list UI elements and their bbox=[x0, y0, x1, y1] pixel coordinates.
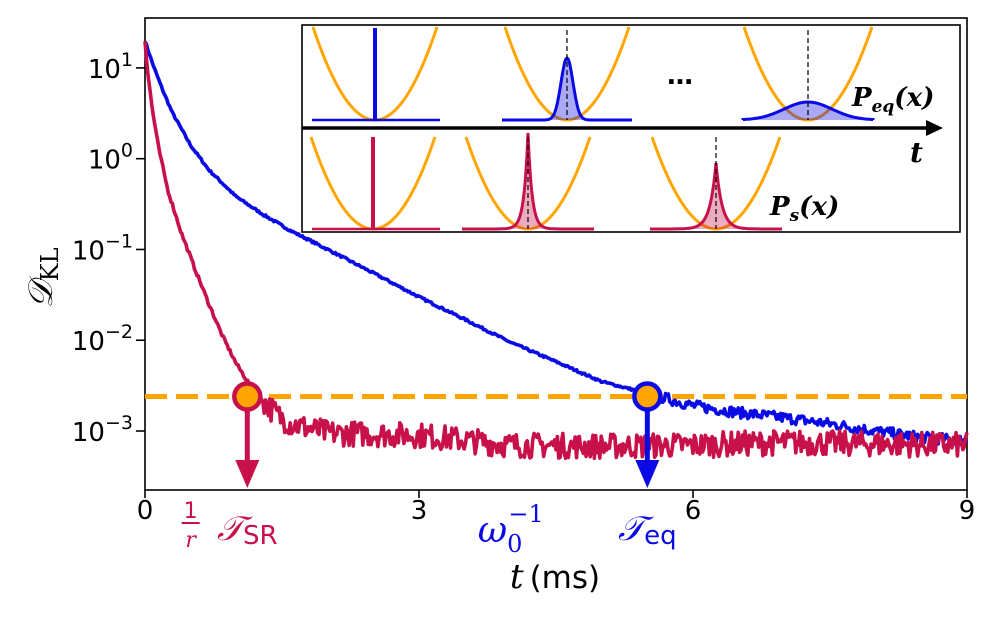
y-axis-label: 𝒟KL bbox=[21, 247, 64, 308]
inset-bottom-label-sub: s bbox=[789, 206, 800, 226]
inset-bottom-label: Ps(x) bbox=[769, 192, 839, 226]
y-tick-exponent: 0 bbox=[121, 140, 133, 162]
marker-point-equilibrium bbox=[632, 381, 663, 412]
y-axis-label-sub: KL bbox=[36, 247, 64, 281]
x-tick-label: 6 bbox=[685, 496, 702, 526]
y-tick-label: 100 bbox=[88, 140, 133, 176]
y-tick-exponent: −2 bbox=[105, 321, 133, 343]
marker-arrowhead-reset bbox=[235, 460, 260, 488]
x-axis-label-var: t bbox=[510, 557, 524, 597]
marker-arrowhead-equilibrium bbox=[635, 460, 660, 488]
series-line-equilibrium bbox=[143, 40, 969, 447]
inset-panel: t … Peq(x) Ps(x) bbox=[301, 24, 961, 233]
inset-top-label-main: P bbox=[851, 83, 873, 113]
y-tick-base: 10 bbox=[72, 236, 105, 266]
y-tick-label: 10−2 bbox=[72, 321, 133, 357]
inset-bottom-label-arg: (x) bbox=[799, 192, 839, 222]
inset-top-label-sub: eq bbox=[872, 97, 895, 117]
marker-label-reset: 𝒯SR bbox=[217, 509, 278, 551]
y-tick-label: 101 bbox=[88, 49, 133, 85]
y-tick-base: 10 bbox=[72, 327, 105, 357]
annot-inverse-rate-denominator: r bbox=[185, 528, 197, 553]
marker-point-reset bbox=[232, 381, 263, 412]
inset-top-label-arg: (x) bbox=[894, 83, 934, 113]
marker-label-sub: SR bbox=[243, 521, 278, 551]
inset-time-arrowhead bbox=[926, 120, 943, 136]
inset-bottom-label-main: P bbox=[769, 192, 791, 222]
y-tick-base: 10 bbox=[88, 146, 121, 176]
inset-ellipsis: … bbox=[667, 61, 693, 91]
y-tick-exponent: −1 bbox=[105, 230, 133, 252]
inset-top-label: Peq(x) bbox=[851, 83, 934, 117]
marker-label-sub: eq bbox=[644, 521, 677, 551]
x-axis-label: t (ms) bbox=[510, 557, 600, 597]
annot-omega-sub: 0 bbox=[507, 530, 522, 558]
annot-inverse-rate-numerator: 1 bbox=[184, 499, 198, 524]
y-tick-label: 10−3 bbox=[72, 412, 133, 448]
y-tick-base: 10 bbox=[88, 55, 121, 85]
x-tick-label: 0 bbox=[137, 496, 154, 526]
y-tick-exponent: 1 bbox=[121, 49, 133, 71]
y-tick-label: 10−1 bbox=[72, 230, 133, 266]
annot-omega: ω0−1 bbox=[478, 500, 544, 558]
x-tick-label: 9 bbox=[959, 496, 976, 526]
annot-omega-sup: −1 bbox=[508, 500, 543, 528]
marker-label-equilibrium: 𝒯eq bbox=[618, 509, 677, 551]
annot-omega-base: ω bbox=[478, 510, 507, 551]
y-tick-exponent: −3 bbox=[105, 412, 133, 434]
x-axis-label-unit: (ms) bbox=[530, 560, 601, 596]
x-tick-label: 3 bbox=[411, 496, 428, 526]
plot-area bbox=[144, 17, 968, 491]
y-tick-base: 10 bbox=[72, 418, 105, 448]
series-line-reset bbox=[143, 41, 969, 461]
inset-time-label: t bbox=[910, 136, 923, 169]
